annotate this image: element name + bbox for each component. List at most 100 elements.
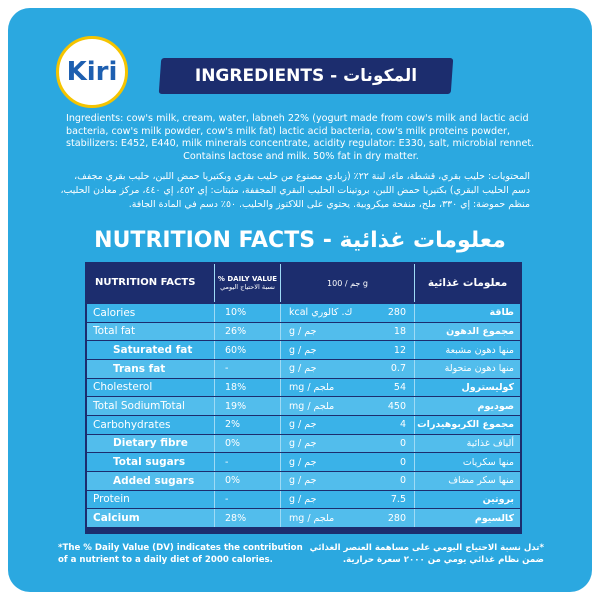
header-name-ar: معلومات غذائية [427, 277, 508, 289]
nutrient-name: Carbohydrates [87, 416, 215, 434]
daily-value: - [215, 360, 281, 378]
unit: جم / g [289, 456, 317, 468]
label-card: Kiri INGREDIENTS - المكونات Ingredients:… [8, 8, 592, 592]
nutrient-name: Calcium [87, 509, 215, 527]
nutrient-name-arabic: كوليسترول [461, 381, 514, 393]
amount: 450 [387, 400, 406, 412]
unit: ك. كالوري kcal [289, 307, 353, 319]
amount: 4 [399, 419, 406, 431]
amount: 0 [399, 456, 406, 468]
logo-text: Kiri [66, 57, 118, 87]
amount-cell: جم / g 0 [281, 453, 415, 471]
header-dv-en: % DAILY VALUE [217, 275, 278, 283]
nutrient-name: Dietary fibre [87, 434, 215, 453]
nutrient-name-arabic: مجموع الكربوهيدرات [417, 419, 514, 431]
daily-value: 19% [215, 397, 281, 415]
nutrient-name: Total sugars [87, 453, 215, 471]
table-row: Protein - جم / g 7.5 بروتين [87, 490, 520, 509]
daily-value: 26% [215, 322, 281, 341]
nutrition-table: NUTRITION FACTS% DAILY VALUE نسبة الاحتيا… [85, 262, 522, 534]
footnote-arabic: *تدل نسبة الاحتياج اليومي على مساهمة الع… [309, 543, 544, 565]
unit: ملجم / mg [289, 381, 335, 393]
table-row: Calcium 28% ملجم / mg 280 كالسيوم [87, 509, 520, 527]
amount: 0 [399, 437, 406, 449]
amount: 280 [387, 512, 406, 524]
daily-value: 0% [215, 472, 281, 490]
unit: جم / g [289, 437, 317, 449]
unit: جم / g [289, 419, 317, 431]
nutrient-name-arabic: طاقة [489, 307, 515, 319]
table-row: Total fat 26% جم / g 18 مجموع الدهون [87, 322, 520, 341]
amount-cell: جم / g 12 [281, 341, 415, 359]
unit: ملجم / mg [289, 400, 335, 412]
table-row: Total SodiumTotal 19% ملجم / mg 450 صوديوم [87, 397, 520, 415]
nutrient-name: Calories [87, 304, 215, 322]
nutrient-name: Cholesterol [87, 378, 215, 397]
nutrient-name-arabic: صوديوم [477, 400, 515, 412]
daily-value: 18% [215, 378, 281, 397]
unit: ملجم / mg [289, 512, 335, 524]
daily-value: - [215, 453, 281, 471]
logo: Kiri [56, 36, 128, 108]
amount-cell: ملجم / mg 450 [281, 397, 415, 415]
amount: 0.7 [390, 363, 406, 375]
nutrition-title: NUTRITION FACTS - معلومات غذائية [94, 228, 506, 253]
nutrient-name-arabic: ألياف غذائية [466, 437, 514, 449]
table-row: Calories 10% ك. كالوري kcal 280 طاقة [87, 304, 520, 322]
unit: جم / g [289, 363, 317, 375]
nutrient-name-arabic: كالسيوم [474, 512, 514, 524]
nutrient-name-arabic: منها دهون مشبعة [445, 344, 515, 356]
header-dv-ar: نسبة الاحتياج اليومي [220, 283, 275, 291]
nutrient-name: Total fat [87, 322, 215, 341]
amount: 0 [399, 475, 406, 487]
unit: جم / g [289, 475, 317, 487]
amount: 18 [393, 325, 406, 337]
header-per: جم / 100 g [281, 264, 415, 302]
daily-value: 60% [215, 341, 281, 359]
unit: جم / g [289, 493, 317, 505]
unit: جم / g [289, 325, 317, 337]
nutrient-name: Added sugars [87, 472, 215, 490]
nutrient-name-arabic: منها سكريات [462, 456, 514, 468]
amount-cell: جم / g 0 [281, 434, 415, 453]
nutrient-name-arabic: منها دهون متحولة [444, 363, 514, 375]
table-row: Saturated fat 60% جم / g 12 منها دهون مشبعة [87, 341, 520, 359]
table-row: Cholesterol 18% ملجم / mg 54 كوليسترول [87, 378, 520, 397]
amount-cell: جم / g 0 [281, 472, 415, 490]
nutrient-name: Trans fat [87, 360, 215, 378]
daily-value: 2% [215, 416, 281, 434]
header-name: NUTRITION FACTS [87, 264, 215, 302]
amount-cell: جم / g 0.7 [281, 360, 415, 378]
header-dv: % DAILY VALUE نسبة الاحتياج اليومي [215, 264, 281, 302]
nutrient-name: Protein [87, 490, 215, 509]
daily-value: 0% [215, 434, 281, 453]
ingredients-arabic: المحتويات: حليب بقري، قشطة، ماء، لبنة ٢٢… [60, 171, 530, 210]
nutrient-name-arabic: منها سكر مضاف [448, 475, 514, 487]
table-row: Carbohydrates 2% جم / g 4 مجموع الكربوهيدرات [87, 416, 520, 434]
amount: 7.5 [390, 493, 406, 505]
amount-cell: جم / g 7.5 [281, 490, 415, 509]
table-row: Trans fat - جم / g 0.7 منها دهون متحولة [87, 360, 520, 378]
amount-cell: جم / g 4 [281, 416, 415, 434]
nutrient-name-arabic: بروتين [482, 493, 514, 505]
table-row: Dietary fibre 0% جم / g 0 ألياف غذائية [87, 434, 520, 453]
table-row: Added sugars 0% جم / g 0 منها سكر مضاف [87, 472, 520, 490]
amount: 54 [393, 381, 406, 393]
amount-cell: ملجم / mg 54 [281, 378, 415, 397]
amount-cell: جم / g 18 [281, 322, 415, 341]
amount: 12 [393, 344, 406, 356]
nutrient-name: Saturated fat [87, 341, 215, 359]
daily-value: 28% [215, 509, 281, 527]
ingredients-title: INGREDIENTS - المكونات [194, 66, 418, 86]
ingredients-english: Ingredients: cow's milk, cream, water, l… [66, 113, 535, 149]
table-header: NUTRITION FACTS% DAILY VALUE نسبة الاحتيا… [87, 264, 520, 302]
table-row: Total sugars - جم / g 0 منها سكريات [87, 453, 520, 471]
nutrient-name: Total SodiumTotal [87, 397, 215, 415]
amount: 280 [387, 307, 406, 319]
nutrient-name-arabic: مجموع الدهون [446, 325, 514, 337]
amount-cell: ك. كالوري kcal 280 [281, 304, 415, 322]
daily-value: 10% [215, 304, 281, 322]
amount-cell: ملجم / mg 280 [281, 509, 415, 527]
ingredients-note: Contains lactose and milk. 50% fat in dr… [183, 151, 419, 162]
